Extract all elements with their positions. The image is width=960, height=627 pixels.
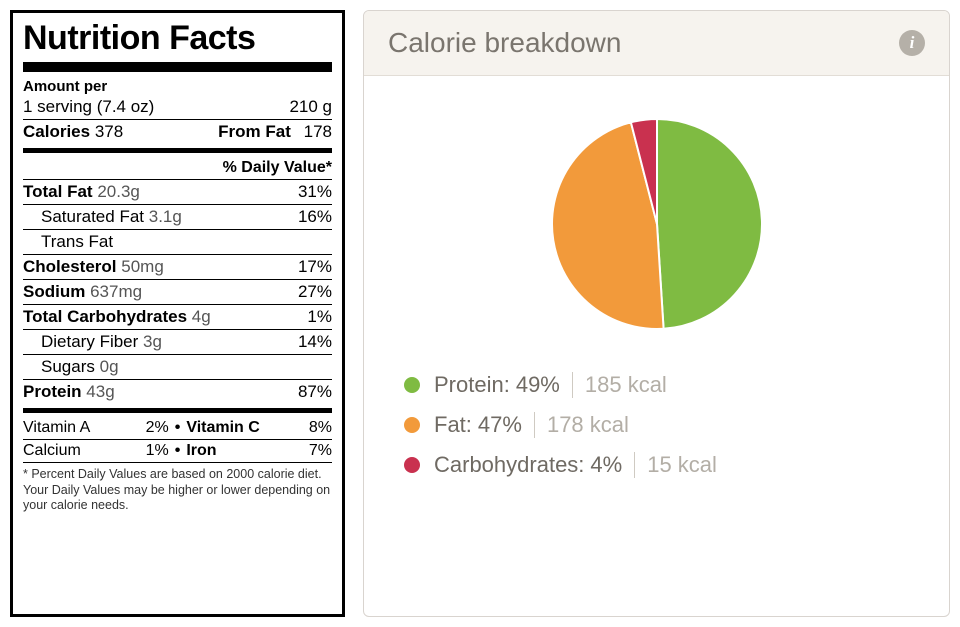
total-fat-amount: 20.3g [97,182,140,201]
protein-dv: 87% [298,382,332,402]
trans-fat-label: Trans Fat [41,232,113,251]
vit-a-label: Vitamin A [23,419,90,437]
protein-label: Protein [23,382,82,401]
legend: Protein: 49% 185 kcal Fat: 47% 178 kcal … [394,372,919,478]
total-carb-label: Total Carbohydrates [23,307,187,326]
sugars-label: Sugars [41,357,95,376]
dv-header: % Daily Value* [23,157,332,179]
info-icon[interactable]: i [899,30,925,56]
nutrition-facts-panel: Nutrition Facts Amount per 1 serving (7.… [10,10,345,617]
legend-fat-label: Fat: [434,412,472,438]
sodium-dv: 27% [298,282,332,302]
cholesterol-dv: 17% [298,257,332,277]
sugars-amount: 0g [100,357,119,376]
legend-protein-label: Protein: [434,372,510,398]
fiber-dv: 14% [298,332,332,352]
vit-c-label: Vitamin C [186,419,260,437]
card-title: Calorie breakdown [388,27,621,59]
sodium-amount: 637mg [90,282,142,301]
total-fat-dv: 31% [298,182,332,202]
dot-protein [404,377,420,393]
iron-label: Iron [186,442,216,460]
legend-carbs-label: Carbohydrates: [434,452,584,478]
legend-fat: Fat: 47% 178 kcal [404,412,919,438]
dot-fat [404,417,420,433]
legend-protein: Protein: 49% 185 kcal [404,372,919,398]
fiber-amount: 3g [143,332,162,351]
cholesterol-label: Cholesterol [23,257,117,276]
total-carb-amount: 4g [192,307,211,326]
card-header: Calorie breakdown i [364,11,949,76]
nutrition-title: Nutrition Facts [23,19,332,60]
calories-label: Calories [23,122,90,141]
sat-fat-amount: 3.1g [149,207,182,226]
iron-dv: 7% [309,442,332,460]
pie-chart [537,104,777,344]
legend-protein-kcal: 185 kcal [585,372,667,398]
dot-carbs [404,457,420,473]
vit-a-dv: 2% [146,419,169,437]
serving-desc: 1 serving (7.4 oz) [23,97,154,117]
legend-fat-pct: 47% [478,412,522,438]
vit-c-dv: 8% [309,419,332,437]
fiber-label: Dietary Fiber [41,332,138,351]
nutrition-footnote: * Percent Daily Values are based on 2000… [23,463,332,514]
pie-slice-protein [657,119,762,329]
calcium-label: Calcium [23,442,81,460]
sat-fat-label: Saturated Fat [41,207,144,226]
sat-fat-dv: 16% [298,207,332,227]
from-fat-label: From Fat [218,122,291,141]
total-fat-label: Total Fat [23,182,93,201]
serving-weight: 210 g [289,97,332,117]
amount-per-label: Amount per [23,78,332,95]
cholesterol-amount: 50mg [121,257,164,276]
protein-amount: 43g [86,382,114,401]
legend-fat-kcal: 178 kcal [547,412,629,438]
sodium-label: Sodium [23,282,85,301]
calories-value: 378 [95,122,123,141]
legend-carbs-kcal: 15 kcal [647,452,717,478]
calorie-breakdown-card: Calorie breakdown i Protein: 49% 185 kca… [363,10,950,617]
calcium-dv: 1% [146,442,169,460]
legend-protein-pct: 49% [516,372,560,398]
from-fat-value: 178 [304,122,332,141]
total-carb-dv: 1% [307,307,332,327]
legend-carbs: Carbohydrates: 4% 15 kcal [404,452,919,478]
legend-carbs-pct: 4% [590,452,622,478]
